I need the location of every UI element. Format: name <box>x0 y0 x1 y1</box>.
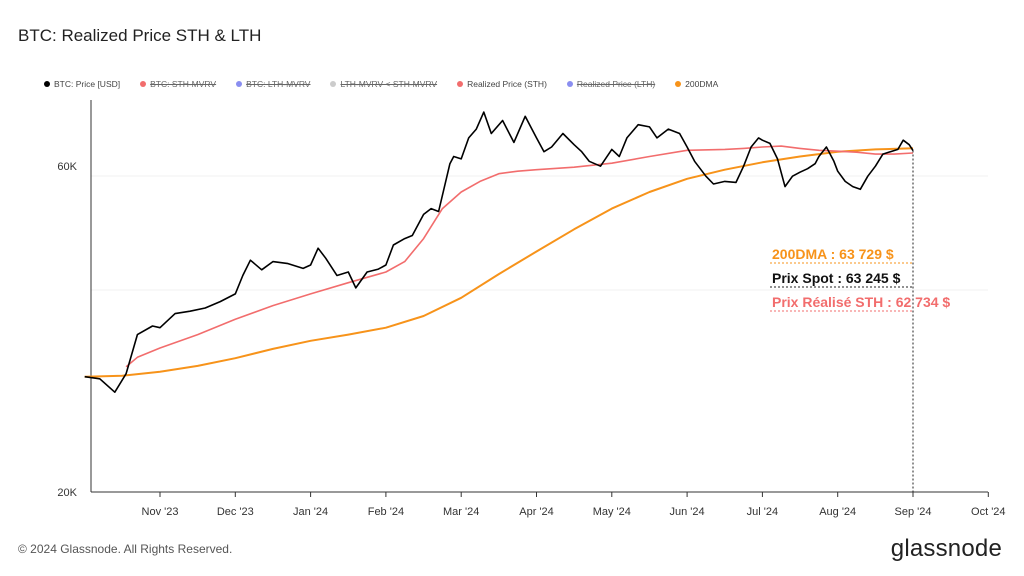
x-axis: Nov '23 Dec '23 Jan '24 Feb '24 Mar '24 Apr '… <box>91 491 1006 518</box>
legend-item-lth-lt-sth[interactable]: LTH-MVRV < STH-MVRV <box>330 79 437 89</box>
x-tick-label: May '24 <box>593 506 631 518</box>
y-tick-label: 20K <box>57 487 77 499</box>
legend-dot-icon <box>236 81 243 87</box>
y-tick-label: 60K <box>57 161 77 173</box>
legend-label: Realized Price (LTH) <box>576 79 656 89</box>
legend-item-btc-price[interactable]: BTC: Price [USD] <box>44 79 120 89</box>
series-200dma-line <box>84 147 914 378</box>
y-axis: 20K 60K <box>57 100 92 499</box>
legend-label: 200DMA <box>685 79 719 89</box>
grid <box>91 175 988 291</box>
x-tick-label: Oct '24 <box>971 506 1006 518</box>
x-tick-label: Sep '24 <box>895 506 932 518</box>
x-tick-label: Nov '23 <box>142 506 179 518</box>
x-tick-label: Mar '24 <box>443 506 479 518</box>
series-realized-price-sth-line <box>125 145 914 368</box>
series-group <box>84 111 914 393</box>
legend-dot-icon <box>457 81 464 87</box>
legend-label: LTH-MVRV < STH-MVRV <box>340 79 438 89</box>
legend-dot-icon <box>44 81 50 87</box>
x-tick-label: Jun '24 <box>670 506 705 518</box>
legend-item-200dma[interactable]: 200DMA <box>675 79 718 89</box>
x-tick-label: Jan '24 <box>293 506 328 518</box>
brand-logo: glassnode <box>890 535 1002 562</box>
chart-title: BTC: Realized Price STH & LTH <box>18 26 262 45</box>
legend-label: BTC: STH-MVRV <box>150 79 217 89</box>
x-tick-label: Dec '23 <box>217 506 254 518</box>
legend-label: BTC: Price [USD] <box>54 79 121 89</box>
annotation-guides <box>770 150 914 492</box>
legend-label: BTC: LTH-MVRV <box>246 79 311 89</box>
legend-dot-icon <box>330 81 337 87</box>
copyright: © 2024 Glassnode. All Rights Reserved. <box>18 542 233 556</box>
series-btc-price-line <box>84 111 914 393</box>
annotation-sth-realized: Prix Réalisé STH : 62 734 $ <box>772 294 950 310</box>
x-tick-label: Aug '24 <box>819 506 856 518</box>
legend: BTC: Price [USD] BTC: STH-MVRV BTC: LTH-… <box>44 79 738 89</box>
legend-dot-icon <box>675 81 682 87</box>
legend-item-lth-mvrv[interactable]: BTC: LTH-MVRV <box>236 79 310 89</box>
x-tick-label: Jul '24 <box>747 506 778 518</box>
legend-dot-icon <box>566 81 573 87</box>
x-tick-label: Apr '24 <box>519 506 554 518</box>
annotation-spot-price: Prix Spot : 63 245 $ <box>772 270 901 286</box>
annotation-200dma: 200DMA : 63 729 $ <box>772 246 894 262</box>
legend-dot-icon <box>140 81 147 87</box>
legend-item-realized-lth[interactable]: Realized Price (LTH) <box>566 79 656 89</box>
x-tick-label: Feb '24 <box>368 506 404 518</box>
legend-label: Realized Price (STH) <box>467 79 547 89</box>
legend-item-realized-sth[interactable]: Realized Price (STH) <box>457 79 547 89</box>
legend-item-sth-mvrv[interactable]: BTC: STH-MVRV <box>140 79 216 89</box>
